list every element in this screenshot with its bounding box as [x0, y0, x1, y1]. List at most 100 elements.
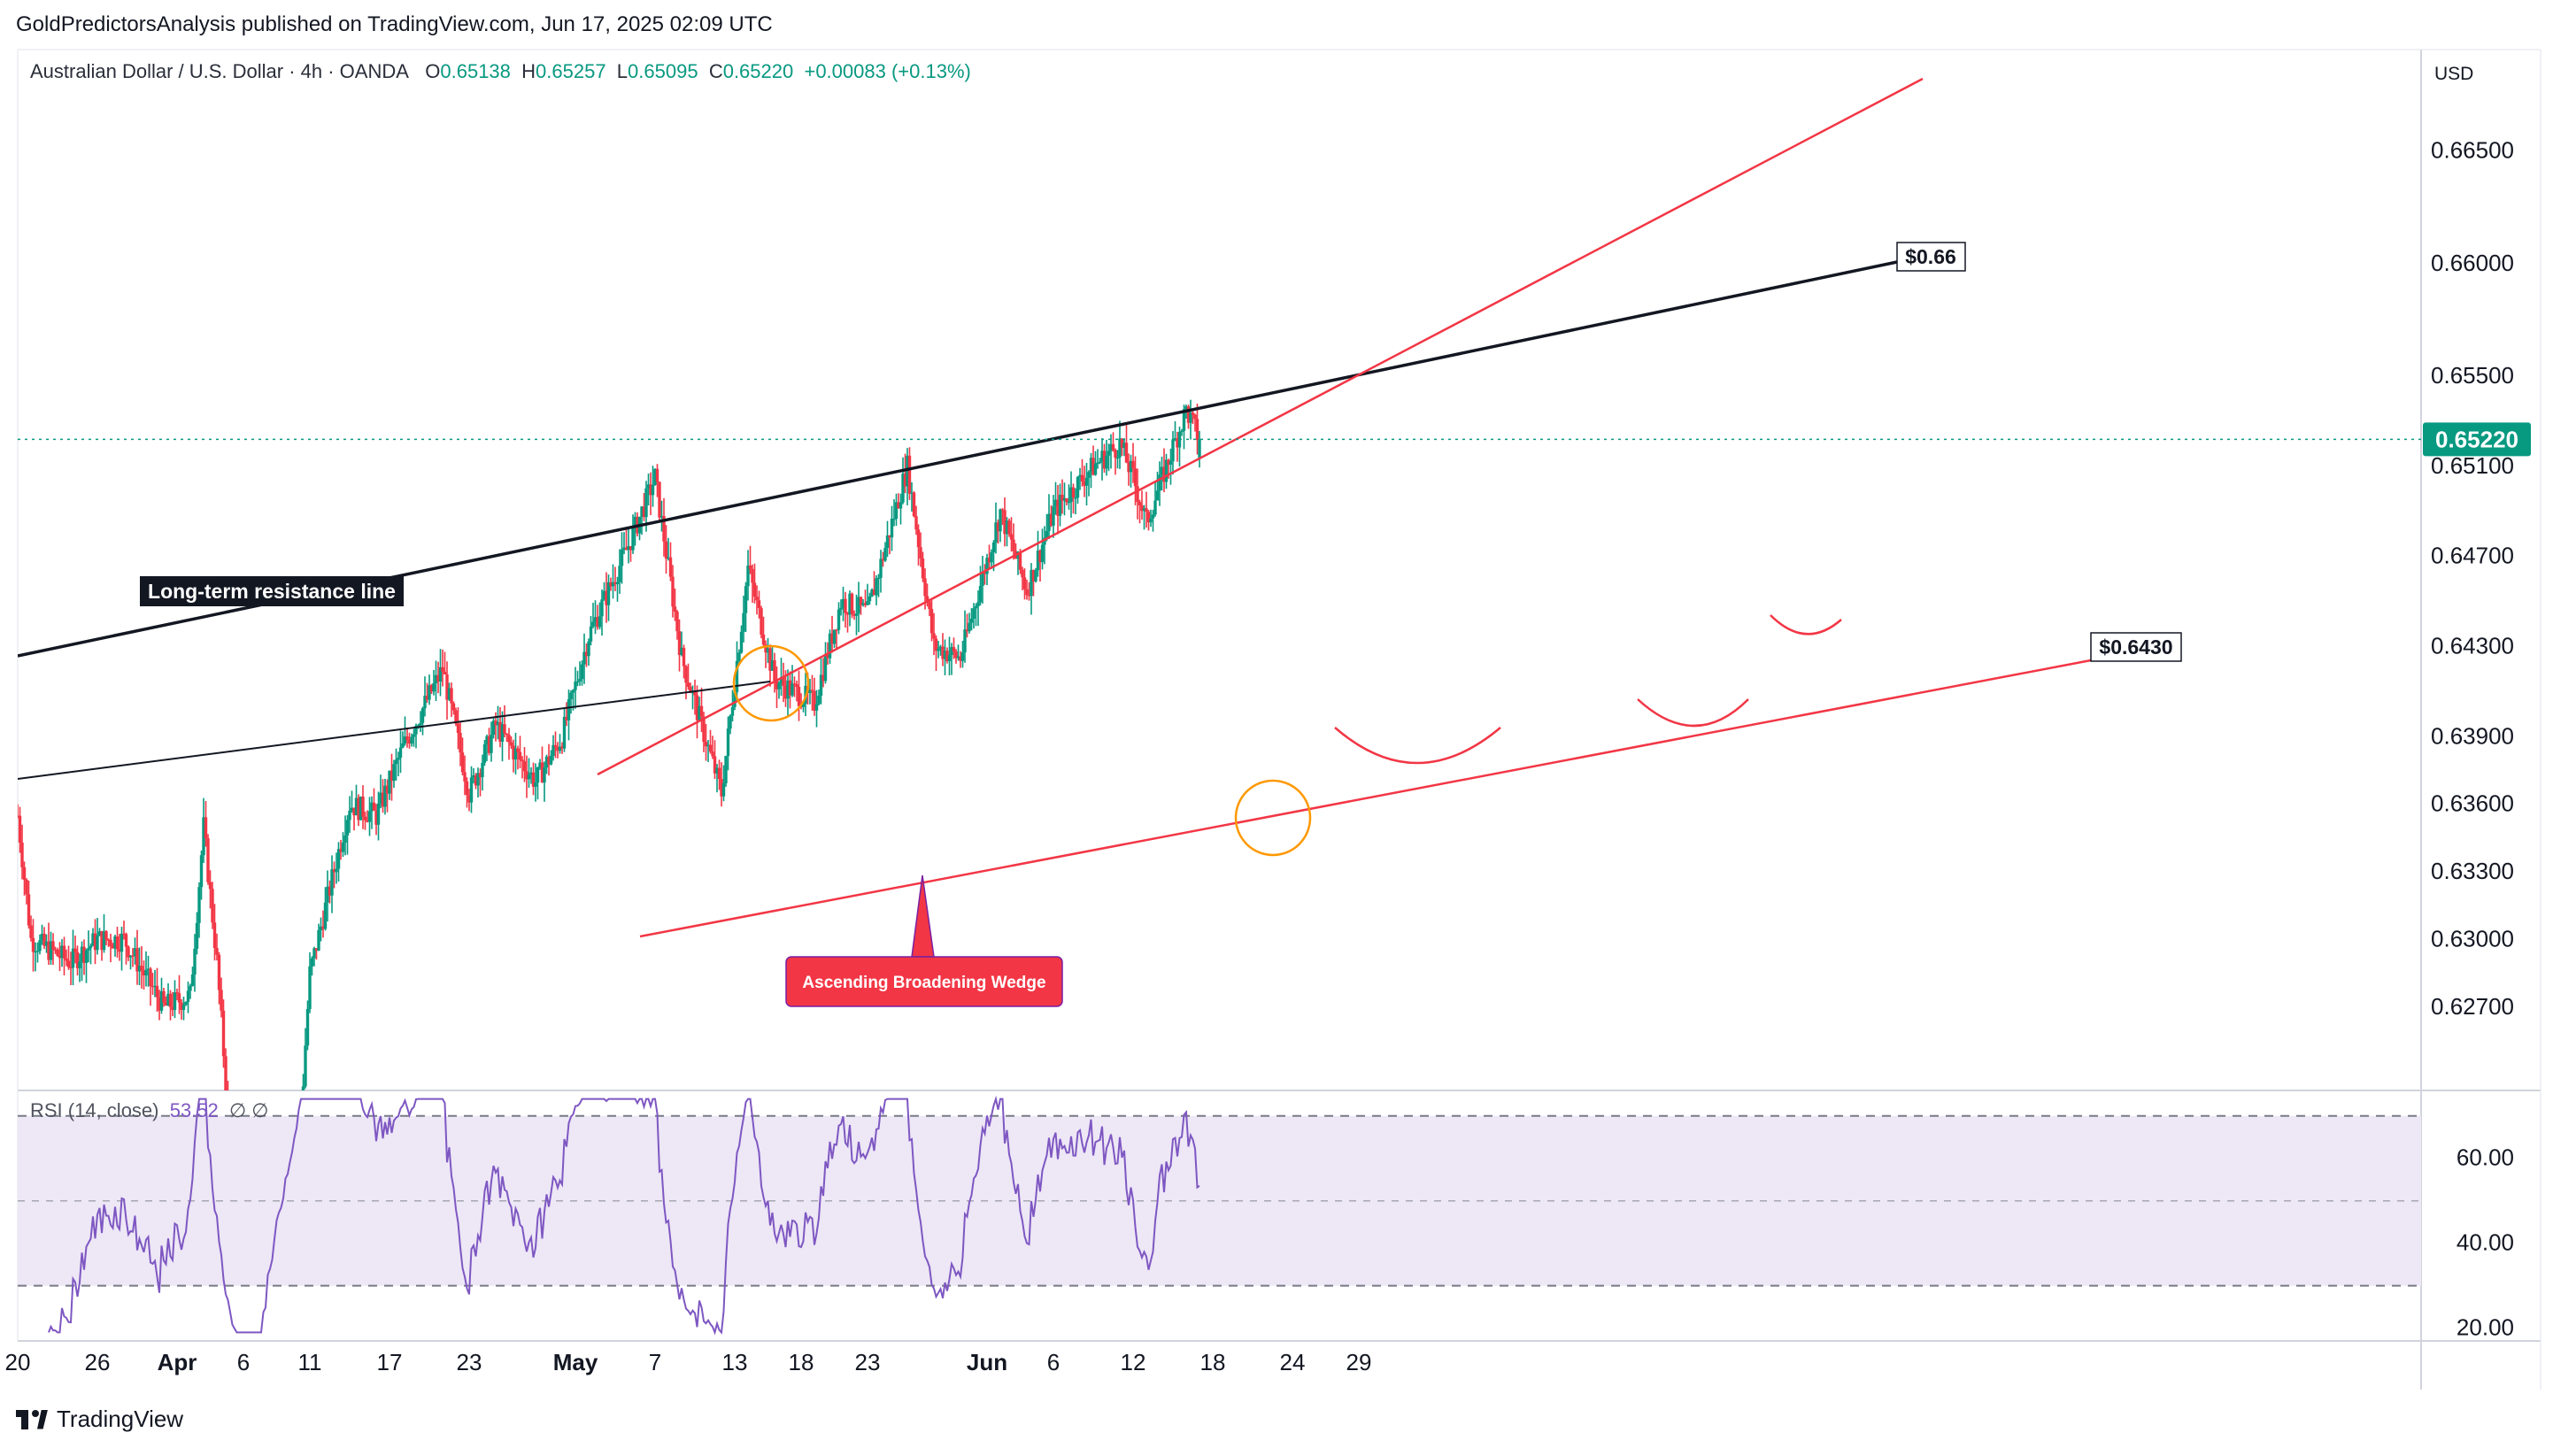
- wedge-upper-line[interactable]: [597, 77, 1924, 776]
- candle-body: [1000, 509, 1005, 511]
- tradingview-logo-icon: [16, 1409, 48, 1429]
- candle-body: [168, 993, 173, 1007]
- candle-body: [1127, 462, 1130, 473]
- ohlc-change: +0.00083 (+0.13%): [804, 60, 971, 82]
- ohlc-high: 0.65257: [536, 60, 606, 82]
- candle-body: [149, 968, 152, 987]
- candle-body: [1030, 570, 1033, 597]
- rounded-bottom-arc[interactable]: [1637, 698, 1749, 728]
- candle-body: [370, 802, 374, 812]
- candle-body: [673, 606, 677, 612]
- time-axis-ticks: 20 26 Apr 6 11 17 23 May 7 13 18 23 Jun 6 12 18 24 29: [5, 1349, 1372, 1375]
- time-tick-label: 23: [855, 1349, 881, 1375]
- price-tick-label: 0.64300: [2431, 633, 2514, 659]
- candle-body: [273, 1360, 275, 1385]
- candle-body: [1061, 494, 1064, 501]
- candle-body: [885, 535, 890, 549]
- candle-body: [1031, 570, 1036, 582]
- rounded-bottom-arc[interactable]: [1770, 614, 1842, 636]
- rsi-extra: ∅ ∅: [229, 1099, 269, 1121]
- candle-body: [423, 696, 427, 709]
- candle-body: [521, 759, 524, 762]
- candle-body: [146, 968, 150, 970]
- candle-body: [1171, 439, 1175, 462]
- candle-body: [1142, 508, 1146, 512]
- time-tick-label: Jun: [967, 1349, 1007, 1375]
- candle-body: [624, 547, 629, 551]
- candle-body: [1124, 443, 1129, 463]
- candle-body: [441, 666, 444, 672]
- price-tick-label: 0.63000: [2431, 925, 2514, 951]
- target-label: $0.66: [1905, 245, 1956, 268]
- candle-body: [155, 985, 159, 998]
- wedge-lower-line[interactable]: [639, 659, 2092, 938]
- candle-body: [202, 817, 205, 856]
- candle-body: [593, 617, 598, 622]
- price-tick-label: 0.66500: [2431, 137, 2514, 164]
- candle-body: [558, 746, 562, 751]
- candle-body: [420, 708, 425, 723]
- swing-high-circle[interactable]: [732, 644, 810, 722]
- candle-body: [991, 543, 996, 553]
- candle-body: [361, 797, 365, 817]
- instrument-name[interactable]: Australian Dollar / U.S. Dollar · 4h · O…: [30, 60, 409, 82]
- candle-body: [195, 922, 199, 949]
- pattern-callout-box[interactable]: [785, 956, 1063, 1007]
- candle-body: [782, 677, 785, 686]
- ohlc-close-label: C: [708, 60, 723, 82]
- candle-body: [40, 933, 44, 941]
- candle-body: [680, 647, 683, 655]
- candle-body: [910, 492, 914, 494]
- rounded-bottom-arc[interactable]: [1334, 727, 1501, 765]
- price-tick-label: 0.65500: [2431, 362, 2514, 389]
- minor-resistance-line[interactable]: [18, 681, 771, 780]
- candle-body: [87, 948, 90, 951]
- candle-body: [587, 641, 590, 657]
- support-label-box[interactable]: [2090, 632, 2182, 662]
- swing-low-circle[interactable]: [1234, 779, 1312, 857]
- candle-body: [339, 849, 343, 852]
- time-tick-label: 29: [1346, 1349, 1372, 1375]
- resistance-label-box[interactable]: [140, 576, 404, 606]
- candle-body: [251, 1417, 253, 1441]
- candle-body: [503, 724, 506, 734]
- candle-body: [646, 484, 651, 489]
- candle-body: [485, 736, 489, 744]
- rsi-label[interactable]: RSI (14, close): [30, 1099, 159, 1121]
- candle-body: [1027, 595, 1031, 597]
- candle-body: [609, 582, 613, 587]
- candle-body: [199, 855, 204, 888]
- currency-selector[interactable]: USD: [2434, 64, 2474, 84]
- candle-body: [937, 648, 940, 651]
- candle-body: [655, 468, 659, 482]
- candle-body: [912, 492, 916, 517]
- candle-body: [1145, 508, 1148, 512]
- candle-body: [553, 744, 558, 747]
- candle-body: [1162, 466, 1166, 482]
- candle-body: [190, 975, 195, 986]
- target-label-box[interactable]: [1896, 242, 1966, 272]
- candle-body: [186, 990, 190, 1002]
- candle-body: [120, 933, 124, 952]
- candle-body: [544, 756, 549, 768]
- candle-body: [677, 631, 682, 655]
- candle-body: [620, 549, 624, 566]
- candle-body: [282, 1304, 284, 1317]
- candle-body: [166, 993, 170, 1005]
- candle-body: [644, 488, 648, 518]
- candle-body: [388, 770, 391, 794]
- candle-body: [341, 843, 345, 852]
- tradingview-brand[interactable]: TradingView: [16, 1406, 183, 1433]
- candle-body: [367, 811, 372, 822]
- candle-body: [1053, 499, 1058, 507]
- candle-body: [814, 704, 819, 711]
- candle-body: [1151, 514, 1155, 519]
- rsi-tick-label: 20.00: [2457, 1314, 2514, 1341]
- candle-body: [383, 785, 387, 807]
- candle-body: [801, 703, 806, 707]
- candle-body: [881, 559, 885, 561]
- candle-body: [268, 1396, 271, 1403]
- candle-body: [89, 945, 93, 949]
- candle-body: [398, 747, 403, 759]
- candle-body: [412, 734, 416, 737]
